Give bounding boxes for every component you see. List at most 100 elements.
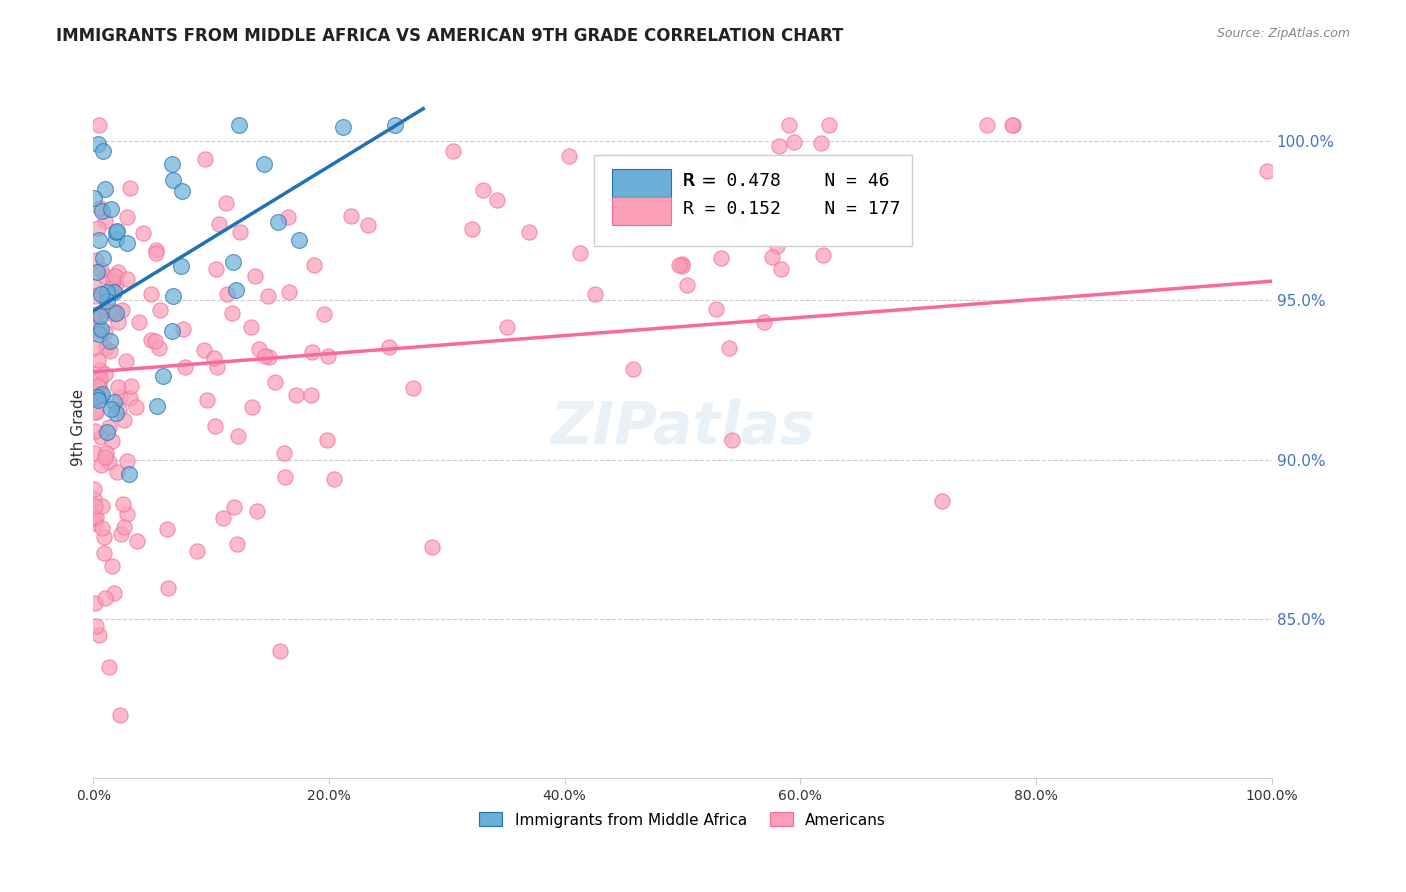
Immigrants from Middle Africa	[160, 157, 183, 171]
Americans	[86, 252, 108, 267]
Americans	[110, 526, 132, 541]
Americans	[257, 350, 280, 364]
Americans	[89, 201, 111, 215]
Immigrants from Middle Africa	[104, 232, 127, 246]
Americans	[100, 559, 122, 574]
Americans	[340, 209, 363, 223]
Immigrants from Middle Africa	[96, 425, 118, 439]
Americans	[671, 257, 693, 271]
Immigrants from Middle Africa	[228, 118, 250, 132]
Immigrants from Middle Africa	[96, 293, 118, 308]
Americans	[621, 361, 644, 376]
Americans	[148, 341, 170, 355]
Americans	[141, 286, 163, 301]
Americans	[145, 243, 167, 257]
Immigrants from Middle Africa	[89, 233, 111, 247]
Americans	[108, 402, 131, 417]
Americans	[86, 619, 108, 633]
Americans	[378, 340, 401, 354]
Americans	[583, 286, 606, 301]
Immigrants from Middle Africa	[105, 224, 128, 238]
Americans	[94, 445, 117, 459]
Americans	[94, 302, 117, 317]
FancyBboxPatch shape	[612, 196, 671, 225]
Immigrants from Middle Africa	[160, 324, 183, 338]
Americans	[401, 381, 423, 395]
Americans	[304, 258, 326, 272]
Americans	[100, 281, 122, 295]
Americans	[93, 214, 115, 228]
Americans	[263, 375, 285, 389]
Americans	[818, 118, 841, 132]
Americans	[239, 320, 262, 334]
Americans	[931, 494, 953, 508]
Immigrants from Middle Africa	[115, 235, 138, 250]
Americans	[254, 350, 277, 364]
Americans	[89, 381, 111, 395]
Americans	[84, 596, 107, 610]
Americans	[517, 225, 540, 239]
Americans	[87, 353, 110, 368]
Text: R =: R =	[682, 172, 721, 190]
Immigrants from Middle Africa	[91, 145, 114, 159]
Americans	[273, 445, 295, 459]
Americans	[83, 278, 105, 293]
Immigrants from Middle Africa	[288, 234, 311, 248]
Americans	[976, 118, 998, 132]
Immigrants from Middle Africa	[118, 467, 141, 482]
Immigrants from Middle Africa	[90, 286, 112, 301]
Americans	[149, 302, 172, 317]
Americans	[316, 349, 339, 363]
Americans	[101, 304, 124, 318]
Americans	[87, 324, 110, 338]
Americans	[277, 210, 299, 224]
Americans	[671, 259, 693, 273]
Americans	[204, 418, 226, 433]
Americans	[83, 341, 105, 355]
Immigrants from Middle Africa	[96, 285, 118, 300]
Americans	[312, 307, 335, 321]
Americans	[778, 118, 800, 132]
Americans	[193, 343, 215, 357]
Americans	[83, 492, 105, 507]
Americans	[246, 504, 269, 518]
Americans	[115, 453, 138, 467]
Immigrants from Middle Africa	[86, 265, 108, 279]
Americans	[108, 707, 131, 722]
Americans	[782, 135, 804, 149]
Americans	[89, 372, 111, 386]
Americans	[569, 246, 592, 260]
Americans	[322, 472, 344, 486]
Immigrants from Middle Africa	[146, 399, 169, 413]
Americans	[766, 239, 789, 253]
Americans	[83, 445, 105, 459]
Americans	[110, 390, 132, 404]
Americans	[285, 388, 308, 402]
Americans	[1001, 118, 1024, 132]
Immigrants from Middle Africa	[104, 306, 127, 320]
Americans	[229, 225, 252, 239]
Americans	[90, 521, 112, 535]
Immigrants from Middle Africa	[384, 118, 406, 132]
Americans	[813, 248, 835, 262]
Americans	[212, 511, 235, 525]
Immigrants from Middle Africa	[253, 157, 276, 171]
Americans	[215, 196, 238, 211]
Americans	[83, 405, 105, 419]
Americans	[115, 354, 138, 368]
Immigrants from Middle Africa	[100, 202, 122, 216]
Americans	[157, 582, 180, 596]
Americans	[94, 325, 117, 339]
Americans	[115, 271, 138, 285]
Immigrants from Middle Africa	[94, 182, 117, 196]
Americans	[145, 245, 167, 260]
Americans	[93, 290, 115, 304]
Americans	[628, 219, 651, 233]
Immigrants from Middle Africa	[98, 334, 121, 349]
Americans	[128, 315, 150, 329]
Americans	[90, 499, 112, 513]
Americans	[194, 152, 217, 166]
Americans	[205, 359, 228, 374]
Americans	[143, 334, 166, 348]
Legend: Immigrants from Middle Africa, Americans: Immigrants from Middle Africa, Americans	[474, 806, 891, 834]
